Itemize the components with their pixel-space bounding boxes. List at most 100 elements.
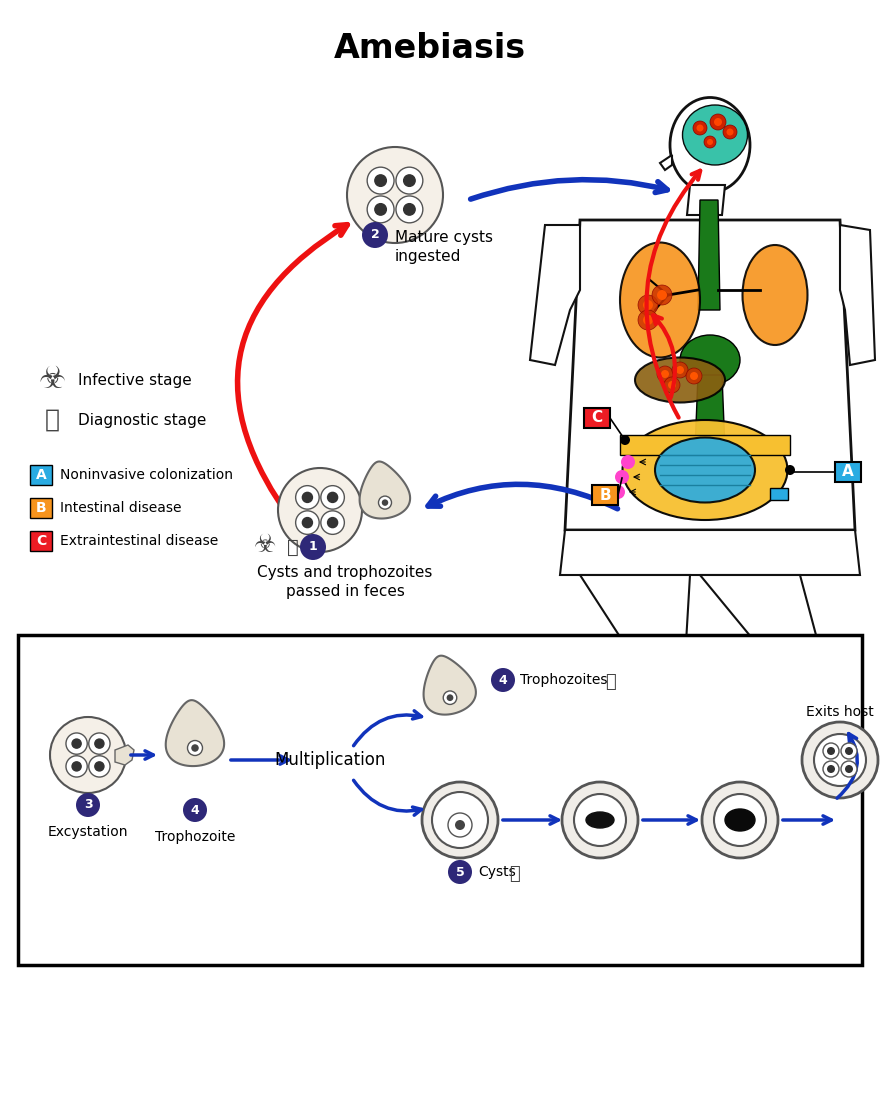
Circle shape (702, 782, 778, 858)
Text: A: A (842, 464, 854, 480)
Circle shape (347, 147, 443, 243)
Circle shape (841, 761, 857, 777)
Ellipse shape (620, 242, 700, 358)
Circle shape (404, 175, 415, 186)
Text: Multiplication: Multiplication (275, 751, 385, 769)
Text: Amebiasis: Amebiasis (334, 32, 526, 65)
Circle shape (89, 733, 110, 755)
Polygon shape (620, 434, 790, 455)
Circle shape (723, 125, 737, 139)
Circle shape (375, 175, 386, 186)
Circle shape (845, 764, 853, 773)
Polygon shape (165, 700, 224, 766)
Circle shape (396, 196, 422, 223)
Circle shape (375, 204, 386, 216)
Circle shape (823, 761, 839, 777)
Circle shape (72, 739, 81, 748)
Text: Noninvasive colonization: Noninvasive colonization (60, 468, 233, 482)
Circle shape (707, 139, 713, 145)
Circle shape (382, 499, 388, 506)
Circle shape (303, 518, 312, 528)
Text: C: C (591, 410, 603, 426)
Polygon shape (360, 462, 410, 518)
Circle shape (321, 510, 344, 535)
Circle shape (727, 129, 734, 135)
Circle shape (661, 370, 669, 378)
Circle shape (191, 745, 199, 751)
Ellipse shape (743, 245, 808, 345)
Text: B: B (36, 500, 47, 515)
Circle shape (845, 747, 853, 755)
Text: Trophozoites: Trophozoites (520, 673, 607, 688)
Circle shape (621, 455, 635, 469)
Circle shape (95, 762, 104, 771)
Circle shape (300, 534, 326, 560)
Circle shape (690, 372, 698, 379)
Text: 3: 3 (84, 799, 92, 812)
Circle shape (841, 742, 857, 759)
Ellipse shape (635, 358, 725, 403)
Circle shape (643, 300, 653, 310)
Circle shape (327, 518, 338, 528)
Circle shape (827, 747, 835, 755)
FancyBboxPatch shape (30, 531, 52, 551)
Text: 4: 4 (499, 673, 508, 686)
Circle shape (404, 204, 415, 216)
Circle shape (615, 470, 629, 484)
Circle shape (303, 493, 312, 503)
Polygon shape (423, 656, 476, 715)
Text: 4: 4 (191, 803, 200, 816)
Text: 1: 1 (309, 540, 318, 553)
Circle shape (704, 136, 716, 149)
Polygon shape (530, 226, 580, 365)
Circle shape (693, 121, 707, 135)
Polygon shape (700, 575, 820, 670)
Text: 🔬: 🔬 (45, 408, 60, 432)
Text: 2: 2 (370, 229, 379, 242)
Circle shape (491, 668, 515, 692)
Circle shape (422, 782, 498, 858)
Polygon shape (660, 155, 672, 170)
Circle shape (447, 694, 453, 701)
Circle shape (638, 295, 658, 315)
Circle shape (396, 167, 422, 194)
Circle shape (668, 381, 676, 389)
Polygon shape (565, 220, 855, 530)
Circle shape (785, 465, 795, 475)
Circle shape (378, 496, 392, 509)
Circle shape (183, 798, 207, 822)
Circle shape (657, 290, 667, 300)
Circle shape (714, 794, 766, 846)
Circle shape (278, 468, 362, 552)
Polygon shape (115, 745, 134, 764)
Circle shape (327, 493, 338, 503)
FancyBboxPatch shape (584, 408, 610, 428)
Circle shape (66, 733, 87, 755)
Circle shape (296, 510, 319, 535)
Text: Infective stage: Infective stage (78, 373, 192, 387)
Text: 🔬: 🔬 (605, 673, 615, 691)
Text: ☣: ☣ (39, 365, 66, 395)
FancyBboxPatch shape (30, 498, 52, 518)
Circle shape (321, 485, 344, 509)
Ellipse shape (655, 438, 755, 503)
Circle shape (652, 285, 672, 305)
Text: ☣: ☣ (253, 534, 276, 557)
Circle shape (367, 167, 394, 194)
Text: Trophozoite: Trophozoite (155, 830, 235, 844)
Polygon shape (698, 200, 720, 310)
Circle shape (76, 793, 100, 817)
Circle shape (710, 114, 726, 130)
Circle shape (362, 222, 388, 248)
Circle shape (643, 315, 653, 324)
Circle shape (89, 756, 110, 777)
Text: Excystation: Excystation (48, 825, 128, 839)
Circle shape (672, 362, 688, 378)
Text: Extraintestinal disease: Extraintestinal disease (60, 534, 218, 548)
FancyBboxPatch shape (592, 485, 618, 505)
Circle shape (455, 820, 465, 830)
Circle shape (574, 794, 626, 846)
Circle shape (802, 722, 878, 798)
Circle shape (444, 691, 457, 704)
Polygon shape (687, 185, 725, 214)
